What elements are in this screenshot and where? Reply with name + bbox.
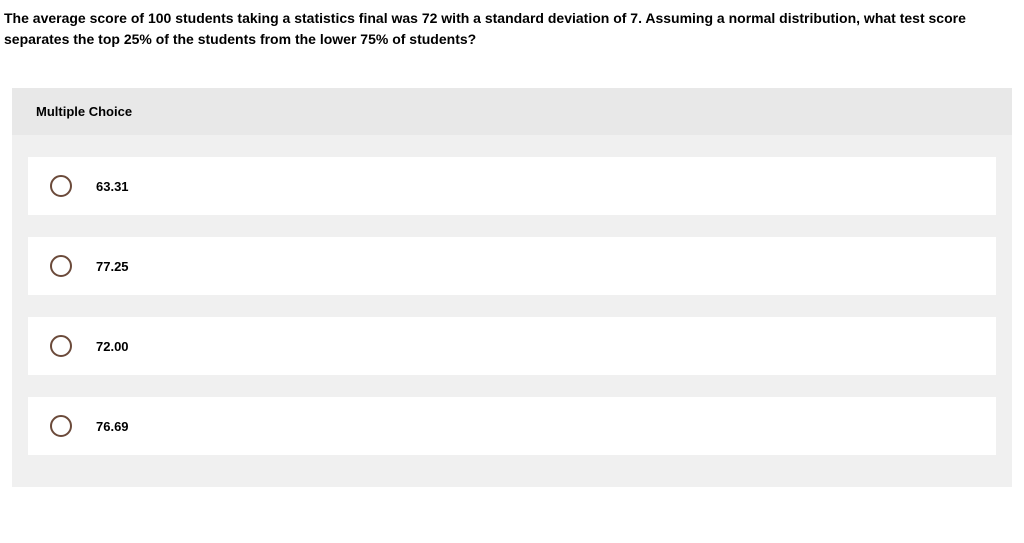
- option-row[interactable]: 72.00: [28, 317, 996, 375]
- radio-icon[interactable]: [50, 255, 72, 277]
- answer-panel: Multiple Choice 63.31 77.25 72.00 76.69: [12, 88, 1012, 487]
- option-label: 72.00: [96, 339, 129, 354]
- options-wrap: 63.31 77.25 72.00 76.69: [12, 135, 1012, 455]
- option-row[interactable]: 63.31: [28, 157, 996, 215]
- option-label: 76.69: [96, 419, 129, 434]
- radio-icon[interactable]: [50, 415, 72, 437]
- option-label: 77.25: [96, 259, 129, 274]
- question-area: The average score of 100 students taking…: [0, 0, 1024, 70]
- option-label: 63.31: [96, 179, 129, 194]
- option-row[interactable]: 76.69: [28, 397, 996, 455]
- section-header: Multiple Choice: [12, 88, 1012, 135]
- radio-icon[interactable]: [50, 175, 72, 197]
- radio-icon[interactable]: [50, 335, 72, 357]
- question-text: The average score of 100 students taking…: [4, 8, 1020, 50]
- option-row[interactable]: 77.25: [28, 237, 996, 295]
